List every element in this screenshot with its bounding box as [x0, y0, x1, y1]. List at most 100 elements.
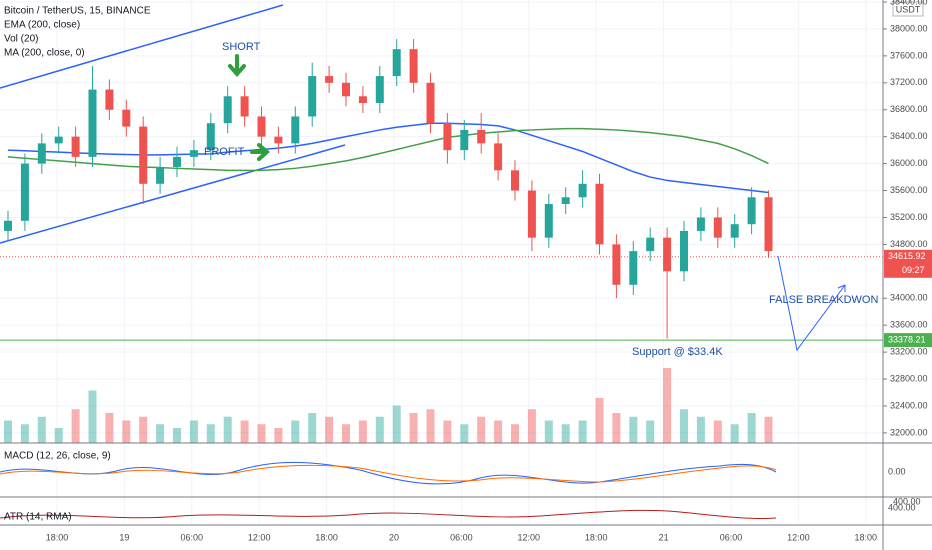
y-tick-label: 35200.00 — [890, 212, 928, 222]
candle-body — [139, 126, 148, 184]
candle-body — [544, 203, 553, 238]
candle-body — [494, 143, 503, 171]
volume-bar — [730, 424, 739, 443]
candle-body — [460, 129, 469, 151]
y-tick-label: 32000.00 — [890, 427, 928, 437]
support-label: 33378.21 — [888, 334, 926, 344]
y-tick-label: 38000.00 — [890, 23, 928, 33]
candle-body — [696, 217, 705, 231]
candle-body — [426, 82, 435, 124]
candle-body — [511, 170, 519, 191]
x-tick-label: 21 — [659, 532, 669, 542]
volume-bar — [764, 416, 773, 443]
x-tick-label: 18:00 — [855, 532, 878, 542]
annotation: PROFIT — [204, 146, 245, 158]
volume-bar — [257, 424, 266, 443]
trend-line — [0, 4, 284, 89]
candle-body — [308, 76, 317, 117]
legend-entry: Vol (20) — [4, 34, 38, 45]
y-tick-label: 34800.00 — [890, 239, 928, 249]
macd-title: MACD (12, 26, close, 9) — [4, 451, 111, 462]
y-tick-label: 33200.00 — [890, 346, 928, 356]
volume-bar — [358, 420, 367, 443]
candle-body — [342, 82, 350, 97]
breakdown-path — [777, 255, 846, 352]
y-tick-label: 33600.00 — [890, 320, 928, 330]
volume-bar — [443, 420, 452, 443]
candle-body — [595, 183, 604, 245]
candle-body — [358, 96, 367, 104]
short-arrow — [228, 54, 246, 78]
y-tick-label: 36000.00 — [890, 158, 928, 168]
legend-entry: EMA (200, close) — [4, 20, 80, 31]
volume-bar — [291, 420, 300, 443]
macd-line — [0, 461, 777, 485]
candle-layer — [4, 39, 773, 339]
y-tick-label: 32800.00 — [890, 373, 928, 383]
candle-body — [443, 123, 452, 151]
x-tick-label: 20 — [389, 532, 399, 542]
candle-body — [578, 183, 587, 198]
x-tick-label: 19 — [119, 532, 129, 542]
atr-title: ATR (14, RMA) — [4, 512, 72, 523]
candle-body — [88, 89, 97, 157]
candle-body — [291, 116, 300, 144]
candle-body — [189, 150, 198, 157]
x-tick-label: 06:00 — [720, 532, 743, 542]
candle-body — [409, 49, 418, 83]
candle-body — [20, 163, 29, 221]
volume-bar — [646, 420, 655, 443]
candle-body — [71, 136, 80, 157]
volume-bar — [477, 416, 486, 443]
price-label: 34615.92 — [888, 251, 926, 261]
volume-bar — [274, 428, 283, 443]
macd-tick: 400.00 — [893, 496, 921, 506]
x-tick-label: 06:00 — [181, 532, 204, 542]
volume-bar — [629, 416, 638, 443]
currency: USDT — [896, 4, 921, 14]
volume-bar — [460, 424, 469, 443]
volume-bar — [189, 420, 198, 443]
atr-tick: 400.00 — [888, 502, 916, 512]
candle-body — [37, 143, 46, 164]
candle-body — [4, 220, 12, 231]
grid — [0, 0, 883, 525]
macd-tick: 0.00 — [888, 466, 906, 476]
axis-layer: 32000.00 32400.00 32800.00 33200.00 33600.00… — [883, 0, 932, 437]
y-tick-label: 34000.00 — [890, 293, 928, 303]
candle-body — [764, 197, 773, 252]
candle-body — [663, 237, 672, 272]
volume-bar — [122, 420, 131, 443]
candle-body — [646, 237, 655, 252]
volume-layer — [4, 368, 773, 443]
volume-bar — [325, 416, 334, 443]
candle-body — [629, 251, 638, 285]
volume-bar — [139, 416, 148, 443]
candle-body — [713, 217, 722, 238]
volume-bar — [511, 424, 519, 443]
volume-bar — [54, 428, 63, 443]
volume-bar — [4, 420, 12, 443]
currency-box — [892, 1, 924, 17]
trend-line — [0, 144, 346, 244]
volume-bar — [561, 424, 570, 443]
candle-body — [527, 190, 536, 238]
volume-bar — [595, 398, 604, 443]
candle-body — [54, 136, 63, 144]
candle-body — [680, 230, 688, 272]
candle-body — [274, 136, 283, 144]
y-tick-label: 36400.00 — [890, 131, 928, 141]
atr-line — [0, 509, 777, 520]
volume-bar — [392, 405, 401, 443]
candle-body — [375, 76, 384, 104]
candle-body — [122, 109, 131, 127]
support-tag — [884, 333, 932, 348]
volume-bar — [713, 420, 722, 443]
candle-body — [392, 49, 401, 77]
volume-bar — [409, 413, 418, 443]
volume-bar — [680, 409, 688, 443]
volume-bar — [308, 413, 317, 443]
indicator-layer — [0, 122, 883, 341]
